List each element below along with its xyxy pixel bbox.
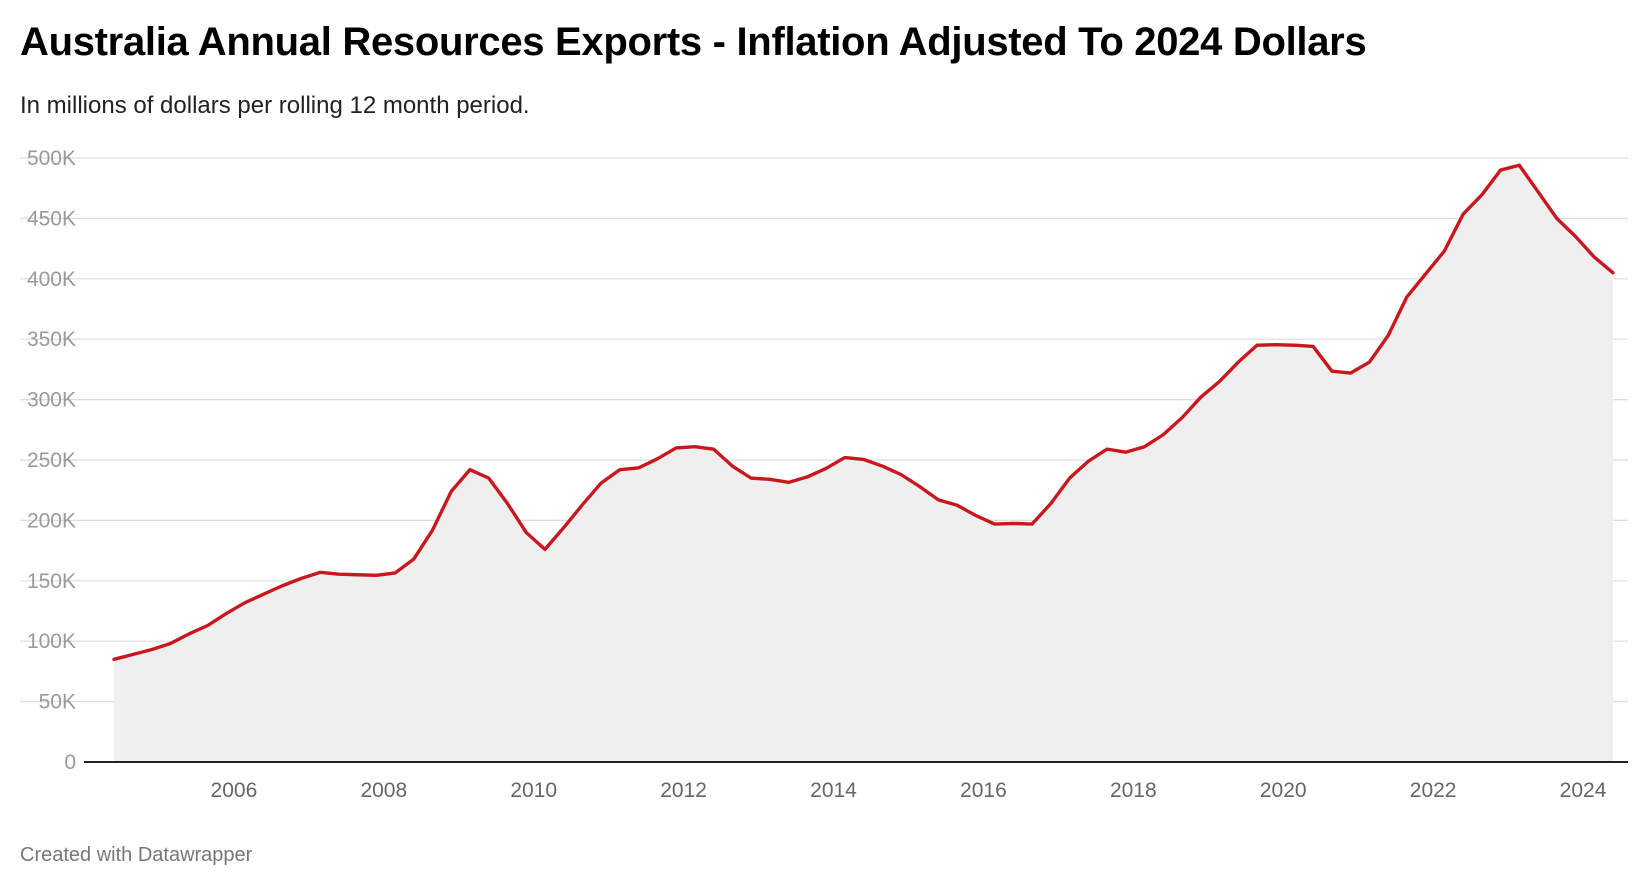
x-tick-label: 2018 <box>1110 779 1157 802</box>
x-tick-label: 2020 <box>1260 779 1307 802</box>
y-tick-label: 0 <box>64 751 76 774</box>
series-area-fill <box>113 165 1614 762</box>
y-tick-label: 50K <box>39 691 76 714</box>
x-tick-label: 2024 <box>1560 779 1607 802</box>
x-tick-label: 2022 <box>1410 779 1457 802</box>
x-tick-label: 2012 <box>660 779 707 802</box>
chart-subtitle: In millions of dollars per rolling 12 mo… <box>20 92 530 119</box>
series-line <box>112 163 1615 662</box>
series-line-group <box>112 163 1615 662</box>
x-tick-label: 2008 <box>360 779 407 802</box>
x-tick-label: 2006 <box>211 779 258 802</box>
series-area <box>113 165 1614 762</box>
y-tick-label: 450K <box>27 207 76 230</box>
y-tick-label: 100K <box>27 630 76 653</box>
credit-text: Created with Datawrapper <box>20 844 253 866</box>
x-tick-label: 2016 <box>960 779 1007 802</box>
y-tick-label: 400K <box>27 268 76 291</box>
x-tick-label: 2014 <box>810 779 857 802</box>
chart-title: Australia Annual Resources Exports - Inf… <box>20 20 1367 64</box>
y-tick-label: 150K <box>27 570 76 593</box>
y-tick-label: 350K <box>27 328 76 351</box>
y-tick-label: 250K <box>27 449 76 472</box>
y-axis-labels: 0 50K 100K 150K 200K 250K 300K 350K 400K 450K 500K <box>27 147 76 774</box>
y-tick-label: 300K <box>27 389 76 412</box>
x-tick-label: 2010 <box>510 779 557 802</box>
y-tick-label: 500K <box>27 147 76 170</box>
y-tick-label: 200K <box>27 509 76 532</box>
x-axis-labels: 2006 2008 2010 2012 2014 2016 2018 2020 2022 2024 <box>211 779 1607 802</box>
